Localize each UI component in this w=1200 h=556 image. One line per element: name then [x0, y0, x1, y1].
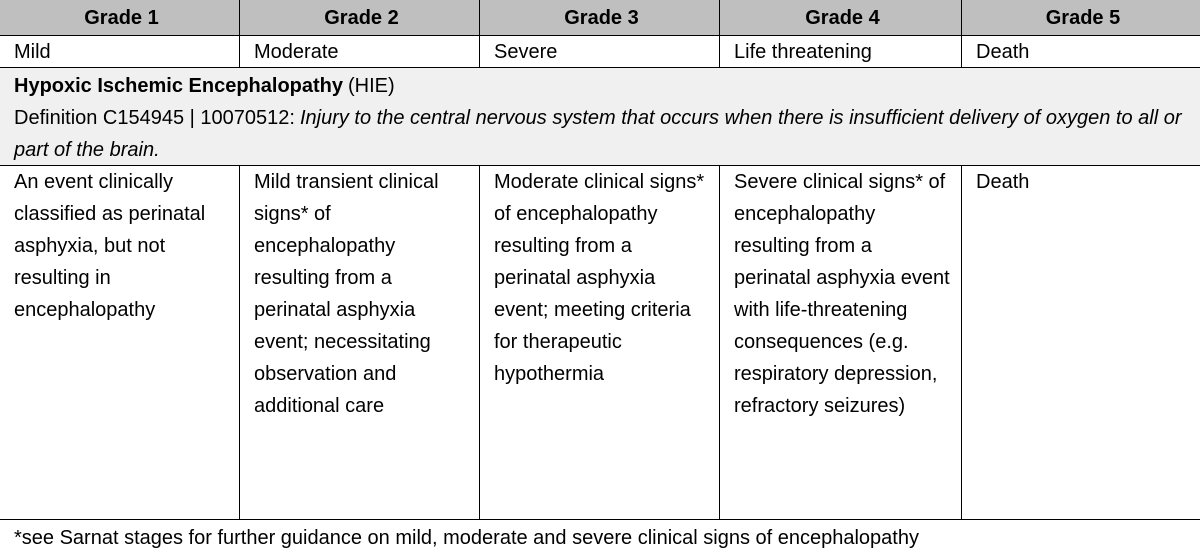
- description-cell: Moderate clinical signs* of encephalopat…: [480, 166, 720, 520]
- definition-label: Definition C154945 | 10070512:: [14, 107, 295, 129]
- definition-text: Injury to the central nervous system tha…: [14, 107, 1182, 161]
- severity-cell: Mild: [0, 36, 240, 68]
- severity-cell: Severe: [480, 36, 720, 68]
- term-name: Hypoxic Ischemic Encephalopathy: [14, 75, 343, 97]
- term-abbreviation: (HIE): [348, 75, 395, 97]
- term-cell: Hypoxic Ischemic Encephalopathy (HIE) Def…: [0, 68, 1200, 166]
- description-cell: Death: [962, 166, 1200, 520]
- header-cell: Grade 2: [240, 0, 480, 36]
- header-cell: Grade 4: [720, 0, 962, 36]
- header-cell: Grade 5: [962, 0, 1200, 36]
- header-cell: Grade 3: [480, 0, 720, 36]
- description-cell: Mild transient clinical signs* of enceph…: [240, 166, 480, 520]
- severity-cell: Death: [962, 36, 1200, 68]
- term-definition-line: Definition C154945 | 10070512: Injury to …: [14, 102, 1190, 165]
- severity-cell: Moderate: [240, 36, 480, 68]
- description-cell: Severe clinical signs* of encephalopathy…: [720, 166, 962, 520]
- footnote: *see Sarnat stages for further guidance …: [14, 527, 919, 549]
- term-title-line: Hypoxic Ischemic Encephalopathy (HIE): [14, 70, 1190, 102]
- description-cell: An event clinically classified as perina…: [0, 166, 240, 520]
- severity-cell: Life threatening: [720, 36, 962, 68]
- header-cell: Grade 1: [0, 0, 240, 36]
